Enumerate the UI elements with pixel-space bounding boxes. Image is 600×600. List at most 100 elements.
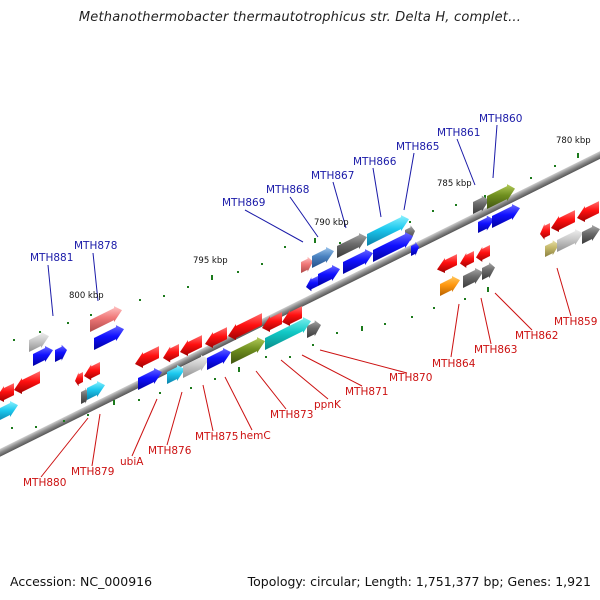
gene-r2[interactable]: [551, 210, 575, 232]
gene-l2[interactable]: [84, 362, 100, 381]
map-title: Methanothermobacter thermautotrophicus s…: [78, 10, 522, 25]
gene-mth868[interactable]: [312, 247, 334, 268]
gene-l3[interactable]: [0, 383, 14, 402]
leader-mth859: [556, 267, 572, 317]
leader-mth876: [166, 391, 183, 446]
gene-label-mth868[interactable]: MTH868: [266, 184, 309, 196]
gene-label-mth876[interactable]: MTH876: [148, 445, 192, 457]
gene-mth864r[interactable]: [437, 254, 457, 273]
leader-mth871: [301, 354, 363, 387]
leader-mth863: [480, 297, 492, 345]
gene-label-mth861[interactable]: MTH861: [437, 127, 480, 139]
gene-label-ppnk[interactable]: ppnK: [314, 399, 342, 411]
gene-mth861[interactable]: [473, 195, 489, 214]
gene-c2[interactable]: [163, 344, 179, 363]
leader-mth868: [289, 196, 319, 238]
leader-mth866: [372, 167, 382, 218]
gene-mth876[interactable]: [138, 368, 162, 390]
gene-mth869[interactable]: [301, 256, 313, 273]
gene-c6[interactable]: [262, 312, 282, 332]
gene-label-mth871[interactable]: MTH871: [345, 386, 388, 398]
gene-b5[interactable]: [411, 241, 419, 256]
gene-mth880[interactable]: [0, 401, 18, 422]
gene-mth863[interactable]: [463, 268, 483, 288]
gene-mth860[interactable]: [487, 184, 515, 209]
gene-label-mth881[interactable]: MTH881: [30, 252, 73, 264]
gene-mth873[interactable]: [231, 337, 265, 364]
gene-label-mth869[interactable]: MTH869: [222, 197, 265, 209]
gene-label-hemc[interactable]: hemC: [240, 430, 271, 442]
gene-mth862[interactable]: [482, 262, 495, 280]
leader-mth875: [202, 384, 214, 432]
gene-mth859a[interactable]: [545, 240, 559, 257]
leader-hemc: [224, 376, 253, 431]
gene-mth864[interactable]: [440, 276, 460, 296]
scale-label-785: 785 kbp: [437, 179, 472, 189]
gene-r3[interactable]: [577, 201, 599, 222]
gene-b1[interactable]: [306, 276, 318, 292]
gene-label-mth867[interactable]: MTH867: [311, 170, 354, 182]
gene-mth863r[interactable]: [460, 251, 474, 268]
gene-label-mth880[interactable]: MTH880: [23, 477, 66, 489]
gene-ppnk[interactable]: [265, 317, 311, 350]
gene-label-mth870[interactable]: MTH870: [389, 372, 432, 384]
gene-label-mth873[interactable]: MTH873: [270, 409, 313, 421]
leader-ubia: [131, 398, 158, 457]
gene-c3[interactable]: [180, 335, 202, 356]
gene-mth862r[interactable]: [476, 245, 490, 262]
topology-text: Topology: circular; Length: 1,751,377 bp…: [247, 574, 591, 589]
gene-label-mth865[interactable]: MTH865: [396, 141, 439, 153]
gene-r1[interactable]: [540, 223, 550, 240]
gene-mth881c[interactable]: [55, 344, 67, 362]
gene-mth860b[interactable]: [492, 204, 520, 228]
leader-mth862: [494, 292, 533, 331]
gene-b3[interactable]: [343, 249, 373, 274]
gene-mth875a[interactable]: [167, 365, 185, 384]
gene-c5[interactable]: [228, 313, 262, 340]
gene-hemc[interactable]: [207, 348, 231, 370]
accession-text: Accession: NC_000916: [10, 574, 153, 589]
gene-mth878b[interactable]: [94, 325, 124, 350]
leader-mth867: [332, 181, 347, 229]
gene-label-mth860[interactable]: MTH860: [479, 113, 522, 125]
gene-b2[interactable]: [318, 265, 340, 286]
gene-mth859b[interactable]: [582, 225, 600, 244]
gene-c7[interactable]: [282, 306, 302, 326]
gene-mth875[interactable]: [183, 355, 209, 378]
leader-mth878: [92, 252, 99, 302]
gene-b4[interactable]: [373, 232, 413, 262]
gene-c1[interactable]: [135, 346, 159, 368]
leader-mth865: [403, 152, 415, 211]
gene-mth866[interactable]: [367, 215, 409, 246]
gene-label-mth863[interactable]: MTH863: [474, 344, 517, 356]
gene-mth859[interactable]: [557, 229, 583, 252]
gene-label-mth879[interactable]: MTH879: [71, 466, 114, 478]
leader-mth870: [319, 349, 408, 374]
gene-mth861b[interactable]: [478, 215, 494, 233]
gene-mth881[interactable]: [29, 332, 49, 352]
leader-mth873: [255, 370, 287, 410]
gene-l4[interactable]: [14, 371, 40, 394]
leader-mth881: [47, 264, 54, 317]
gene-label-mth862[interactable]: MTH862: [515, 330, 558, 342]
gene-label-mth864[interactable]: MTH864: [432, 358, 476, 370]
gene-mth881b[interactable]: [33, 346, 53, 366]
leader-ppnk: [280, 359, 329, 400]
gene-mth870[interactable]: [307, 320, 321, 338]
leader-mth869: [244, 209, 304, 243]
gene-mth878[interactable]: [90, 306, 122, 332]
leader-mth864: [450, 303, 460, 358]
gene-label-mth859[interactable]: MTH859: [554, 316, 597, 328]
gene-label-ubia[interactable]: ubiA: [120, 456, 144, 468]
leader-mth880: [40, 417, 89, 478]
gene-l1[interactable]: [75, 372, 83, 387]
gene-label-mth875[interactable]: MTH875: [195, 431, 238, 443]
genome-backbone: [0, 131, 600, 476]
gene-mth867[interactable]: [337, 233, 367, 258]
gene-mth879[interactable]: [87, 381, 105, 400]
gene-c4[interactable]: [205, 327, 227, 348]
gene-label-mth866[interactable]: MTH866: [353, 156, 397, 168]
gene-label-mth878[interactable]: MTH878: [74, 240, 117, 252]
